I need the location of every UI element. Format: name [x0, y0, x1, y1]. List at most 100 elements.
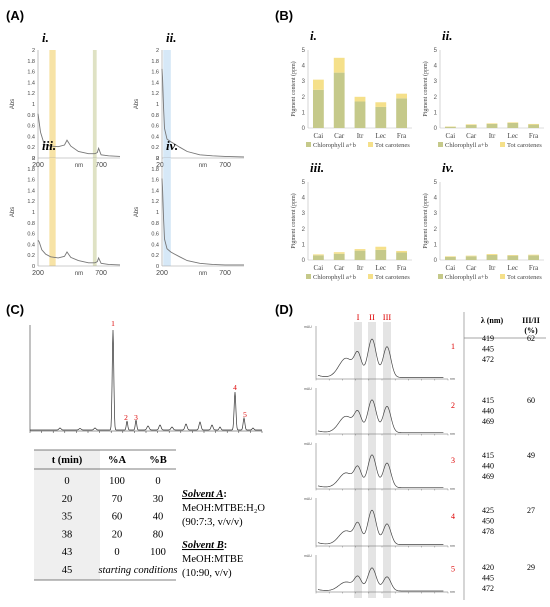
chart-label: iii. [310, 160, 324, 175]
lambda-header: λ (nm) [481, 316, 504, 325]
table-cell-b: 100 [150, 547, 166, 558]
y-axis-label: Pigment content (ppm) [422, 193, 429, 248]
y-tick-label: 0.2 [27, 253, 35, 259]
spectrum-peak-label: 3 [451, 456, 455, 465]
table-header-t: t (min) [52, 455, 83, 466]
y-tick-label: 0.4 [151, 134, 159, 140]
bar-carotenes [312, 79, 324, 90]
y-tick-label: 0.6 [27, 124, 35, 130]
y-tick-label: 5 [434, 48, 438, 54]
ratio-value: 29 [527, 563, 535, 572]
y-axis-label: Abs [10, 207, 16, 217]
legend-label-carotenes: Tot carotenes [507, 274, 542, 281]
lambda-value: 415 [482, 451, 494, 460]
solvent-b-line2: (10:90, v/v) [182, 568, 232, 579]
y-tick-label: 0.4 [27, 242, 35, 248]
bar-carotenes [486, 254, 498, 256]
legend-label-chlorophyll: Chlorophyll a+b [313, 274, 356, 281]
category-label: Cai [314, 132, 324, 140]
ratio-header-unit: (%) [524, 326, 538, 335]
lambda-value: 425 [482, 506, 494, 515]
panel-label-b: (B) [275, 8, 293, 23]
x-tick-label: 700 [219, 270, 231, 277]
bar-carotenes [375, 102, 387, 107]
y-tick-label: 5 [302, 180, 306, 186]
ratio-value: 62 [527, 334, 535, 343]
bar-chlorophyll [444, 256, 456, 260]
chart-label: iv. [166, 138, 178, 153]
chart-label: iv. [442, 160, 454, 175]
bar-chlorophyll [312, 89, 324, 128]
band-label-I: I [357, 312, 360, 322]
spectrum-x-unit: nm [450, 377, 455, 381]
legend-swatch-chlorophyll [438, 274, 443, 279]
table-cell-b: 40 [153, 512, 164, 523]
spectrum-peak-label: 5 [451, 564, 455, 573]
solvent-a-line1: MeOH:MTBE:H₂O [182, 503, 265, 514]
y-tick-label: 5 [302, 48, 306, 54]
y-tick-label: 1.2 [27, 199, 35, 205]
lambda-value: 419 [482, 334, 494, 343]
chart-label: iii. [42, 138, 56, 153]
y-tick-label: 5 [434, 180, 438, 186]
lambda-value: 478 [482, 527, 494, 536]
y-tick-label: 0.8 [27, 221, 35, 227]
y-tick-label: 2 [156, 156, 159, 162]
bar-carotenes [528, 123, 540, 125]
legend-label-carotenes: Tot carotenes [375, 142, 410, 149]
category-label: Lec [508, 132, 519, 140]
table-header-b: %B [149, 455, 167, 466]
y-tick-label: 1.6 [151, 70, 159, 76]
table-cell-a: 20 [112, 529, 123, 540]
y-tick-label: 0.4 [27, 134, 35, 140]
highlight-band [49, 158, 56, 266]
table-cell-t: 20 [62, 494, 73, 505]
y-tick-label: 1 [302, 242, 306, 248]
bar-chlorophyll [312, 255, 324, 260]
spectrum-y-unit: mAU [304, 497, 312, 501]
bar-carotenes [354, 96, 366, 102]
y-tick-label: 1 [156, 210, 159, 216]
category-label: Car [334, 264, 345, 272]
x-axis-label: nm [75, 163, 83, 169]
category-label: Fra [529, 132, 539, 140]
category-label: Lec [508, 264, 519, 272]
uv-spectrum-curve [317, 567, 444, 592]
uv-spectrum-curve [317, 509, 444, 545]
lambda-value: 445 [482, 345, 494, 354]
y-tick-label: 0 [302, 126, 306, 132]
y-tick-label: 0 [156, 156, 159, 162]
y-tick-label: 0.2 [151, 145, 159, 151]
category-label: Itr [357, 264, 364, 272]
x-axis-label: nm [199, 163, 207, 169]
highlight-band [92, 158, 97, 266]
table-column-shade [34, 450, 100, 580]
table-cell-b: 80 [153, 529, 164, 540]
ratio-value: 49 [527, 451, 535, 460]
panel-d-uv-spectra: λ (nm) III/II (%) I II IIImAUnm14194454726… [304, 312, 546, 600]
bar-carotenes [375, 246, 387, 250]
x-tick-label: 700 [95, 162, 107, 169]
ratio-header: III/II [522, 316, 540, 325]
y-tick-label: 1 [434, 110, 438, 116]
y-tick-label: 0.8 [27, 113, 35, 119]
bar-chlorophyll [375, 106, 387, 128]
x-tick-label: 700 [219, 162, 231, 169]
bar-chlorophyll [465, 256, 477, 260]
chromatogram-trace [30, 329, 262, 431]
legend-swatch-carotenes [500, 142, 505, 147]
spectrum-y-unit: mAU [304, 442, 312, 446]
bar-carotenes [444, 256, 456, 257]
peak-label-4: 4 [233, 383, 237, 392]
y-tick-label: 0.8 [151, 113, 159, 119]
legend-label-carotenes: Tot carotenes [375, 274, 410, 281]
panel-label-c: (C) [6, 302, 24, 317]
table-cell-t: 38 [62, 529, 73, 540]
y-tick-label: 0.2 [27, 145, 35, 151]
legend-swatch-carotenes [500, 274, 505, 279]
solvent-a-title: Solvent A [182, 489, 223, 500]
y-tick-label: 1 [32, 210, 35, 216]
bar-chlorophyll [486, 123, 498, 128]
peak-label-3: 3 [134, 413, 138, 422]
